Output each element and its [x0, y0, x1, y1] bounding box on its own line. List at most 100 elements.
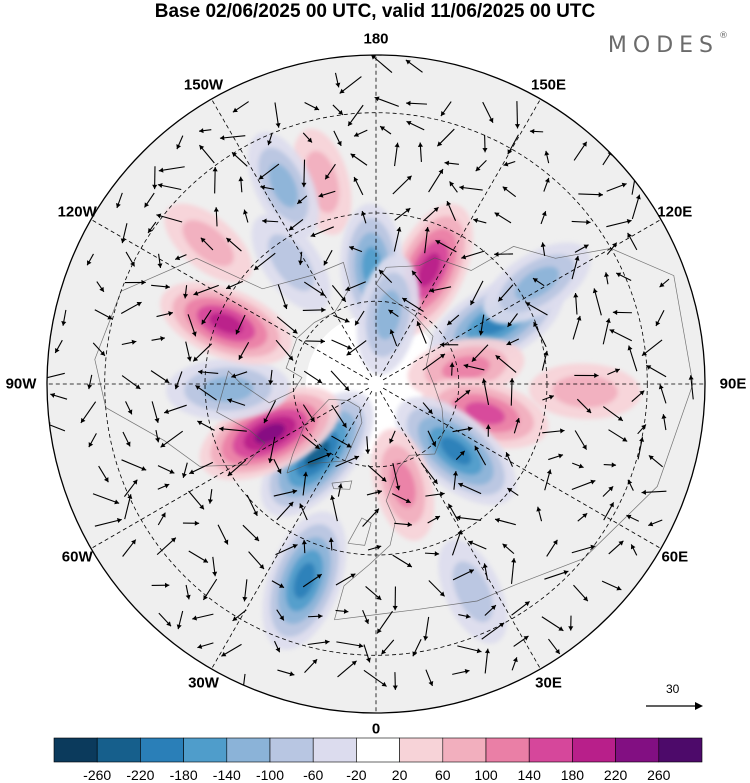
wind-arrow: [461, 250, 485, 260]
wind-arrow: [391, 493, 411, 504]
wind-arrow: [481, 622, 505, 640]
wind-arrow: [189, 461, 214, 475]
wind-arrow: [335, 455, 360, 467]
wind-arrow: [299, 503, 308, 521]
wind-arrow: [374, 96, 399, 107]
wind-arrow: [157, 512, 166, 526]
wind-arrow: [542, 394, 555, 401]
wind-arrow: [267, 132, 273, 146]
wind-arrow: [440, 101, 452, 117]
longitude-label: 150E: [530, 76, 567, 94]
wind-arrow: [61, 309, 67, 326]
colorbar-tick-label: 140: [518, 767, 542, 783]
wind-arrow: [544, 150, 550, 164]
wind-arrow: [307, 639, 330, 646]
wind-arrow: [424, 551, 440, 557]
wind-arrow: [200, 237, 214, 251]
map-border: [46, 54, 706, 714]
wind-arrow: [574, 244, 589, 253]
wind-arrow: [273, 640, 281, 653]
wind-arrow: [494, 251, 514, 257]
wind-arrow: [181, 462, 188, 478]
wind-arrow: [115, 192, 123, 209]
wind-arrow: [641, 489, 667, 495]
anomaly-pos-canada-west: [160, 282, 292, 365]
wind-arrow: [333, 130, 342, 147]
meridian-line: [379, 98, 541, 378]
wind-arrow: [393, 226, 402, 252]
wind-arrow: [331, 285, 347, 303]
anomaly-contour: [268, 234, 315, 291]
wind-arrow: [367, 465, 387, 482]
wind-arrow: [536, 506, 543, 522]
wind-arrow: [174, 371, 183, 390]
wind-arrow: [482, 134, 488, 153]
colorbar-box: [658, 737, 703, 763]
wind-arrow: [276, 501, 294, 521]
anomaly-field-layer: [160, 128, 642, 650]
wind-arrow: [147, 221, 157, 234]
wind-arrow: [152, 166, 158, 190]
wind-arrow: [457, 645, 482, 654]
wind-arrow: [268, 436, 276, 464]
wind-arrow: [323, 249, 333, 266]
vector-reference-value: 30: [666, 682, 680, 696]
wind-arrow: [648, 455, 664, 468]
wind-arrow: [612, 309, 632, 315]
wind-arrow: [238, 341, 250, 360]
wind-arrow: [463, 363, 485, 371]
wind-arrow: [348, 245, 363, 253]
wind-arrow: [548, 453, 564, 461]
colorbar-box: [399, 737, 444, 763]
longitude-label: 60W: [61, 548, 93, 565]
wind-arrow: [455, 450, 466, 460]
wind-arrow: [495, 354, 517, 373]
wind-arrow: [392, 672, 398, 690]
wind-arrow: [525, 301, 548, 316]
anomaly-neg-europe-east: [438, 539, 508, 644]
colorbar-tick-label: 220: [604, 767, 628, 783]
longitude-label: 0: [371, 720, 381, 738]
wind-arrow: [511, 601, 530, 616]
wind-arrow: [540, 242, 546, 257]
colorbar-box: [442, 737, 487, 763]
wind-arrow: [573, 141, 588, 161]
wind-arrow: [303, 370, 323, 384]
colorbar-tick-label: 20: [392, 767, 408, 783]
wind-arrow: [353, 129, 368, 137]
anomaly-contour: [514, 266, 560, 301]
wind-arrow: [577, 512, 588, 522]
colorbar-box: [356, 737, 400, 763]
wind-arrow: [505, 452, 514, 467]
wind-arrow: [192, 343, 213, 362]
wind-arrow: [435, 239, 457, 253]
wind-arrow: [213, 207, 219, 227]
wind-arrow: [226, 237, 242, 252]
wind-arrow: [606, 182, 627, 192]
wind-arrow: [332, 104, 344, 116]
coastline: [94, 257, 351, 467]
wind-arrow: [458, 482, 482, 495]
wind-arrow: [258, 163, 280, 180]
wind-arrow: [446, 314, 460, 326]
colorbar-box: [528, 737, 573, 763]
wind-arrow: [592, 288, 602, 316]
wind-arrow: [392, 462, 401, 491]
wind-arrow: [337, 483, 343, 497]
wind-arrow: [176, 135, 184, 150]
wind-arrow: [304, 658, 318, 673]
wind-arrow: [121, 375, 141, 390]
wind-arrow: [627, 345, 638, 372]
wind-arrow: [451, 529, 463, 556]
wind-arrow: [428, 580, 445, 597]
wind-arrow: [631, 390, 645, 402]
meridian-line: [382, 387, 662, 549]
wind-arrow: [608, 429, 628, 442]
wind-arrow: [658, 384, 667, 404]
wind-arrow: [121, 339, 137, 346]
wind-arrow: [276, 609, 285, 621]
wind-arrow: [144, 192, 155, 208]
wind-arrow: [232, 609, 247, 622]
wind-arrow: [231, 151, 248, 167]
wind-arrow: [304, 102, 320, 111]
